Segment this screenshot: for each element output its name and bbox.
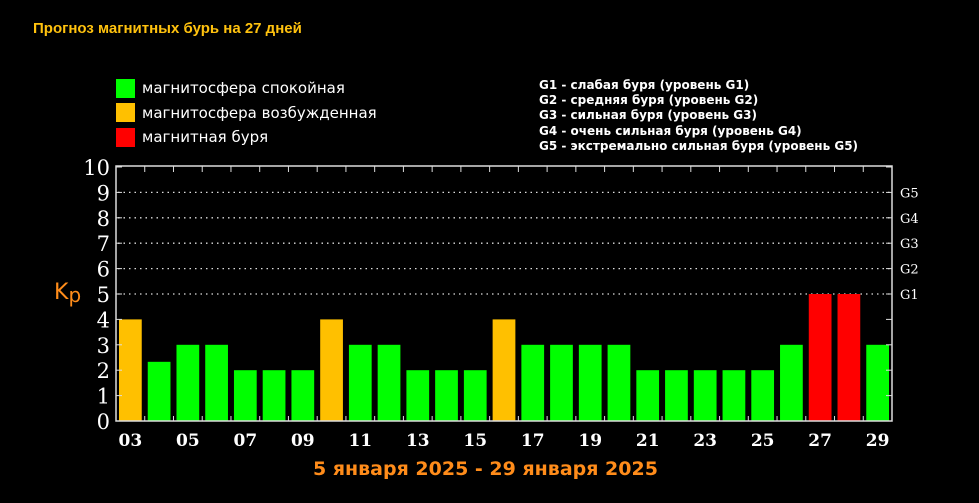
kp-bar <box>550 344 573 421</box>
y-tick-label: 9 <box>97 181 110 205</box>
x-tick-label: 21 <box>636 431 660 451</box>
kp-bar <box>578 344 602 421</box>
kp-bar <box>147 361 171 421</box>
kp-bar <box>492 319 516 421</box>
g-legend-item: G2 - средняя буря (уровень G2) <box>539 93 759 108</box>
g-level-label: G4 <box>900 212 919 227</box>
legend-label: магнитная буря <box>142 128 269 147</box>
legend-label: магнитосфера спокойная <box>142 79 345 98</box>
x-tick-label: 05 <box>176 431 200 451</box>
y-tick-label: 2 <box>97 359 110 383</box>
x-tick-label: 03 <box>119 431 143 451</box>
kp-bar <box>780 344 803 421</box>
y-tick-label: 7 <box>97 232 110 256</box>
g-legend-item: G3 - сильная буря (уровень G3) <box>539 108 757 123</box>
y-tick-label: 6 <box>97 258 110 282</box>
kp-bar <box>176 344 200 421</box>
kp-bar <box>291 370 315 421</box>
y-tick-label: 1 <box>97 385 110 409</box>
g-level-label: G5 <box>900 186 919 201</box>
kp-bar <box>348 344 372 421</box>
kp-bar <box>463 370 487 421</box>
x-tick-label: 27 <box>808 431 832 451</box>
x-tick-label: 15 <box>463 431 487 451</box>
g-legend-item: G1 - слабая буря (уровень G1) <box>539 78 750 92</box>
page-title: Прогноз магнитных бурь на 27 дней <box>33 20 302 37</box>
kp-bar <box>636 370 660 421</box>
color-legend: магнитосфера спокойная магнитосфера возб… <box>116 76 377 150</box>
kp-bar <box>751 370 775 421</box>
x-tick-label: 29 <box>866 431 890 451</box>
x-tick-label: 25 <box>751 431 775 451</box>
green-swatch <box>116 78 135 98</box>
g-legend-item: G4 - очень сильная буря (уровень G4) <box>539 123 802 138</box>
kp-bar <box>693 370 717 421</box>
g-scale-legend: G1 - слабая буря (уровень G1) G2 - средн… <box>539 78 858 154</box>
date-range: 5 января 2025 - 29 января 2025 <box>313 458 658 480</box>
kp-bar <box>262 370 286 421</box>
y-tick-label: 10 <box>83 156 110 180</box>
kp-bar <box>521 344 545 421</box>
x-tick-label: 19 <box>578 431 602 451</box>
y-tick-label: 5 <box>97 283 110 307</box>
legend-item-quiet: магнитосфера спокойная <box>116 76 377 101</box>
g-level-label: G1 <box>900 288 919 303</box>
x-tick-label: 23 <box>693 431 717 451</box>
kp-bar <box>808 294 832 421</box>
x-tick-label: 11 <box>348 431 372 451</box>
y-tick-label: 8 <box>97 207 110 231</box>
kp-bar <box>406 370 430 421</box>
red-swatch <box>116 127 135 147</box>
kp-bar <box>205 344 228 421</box>
y-tick-label: 3 <box>97 334 110 358</box>
g-level-label: G3 <box>900 237 919 252</box>
kp-bar <box>722 370 746 421</box>
kp-bar <box>435 370 458 421</box>
y-axis-label: Kp <box>54 280 82 307</box>
y-tick-label: 4 <box>97 308 110 332</box>
y-tick-label: 0 <box>97 410 110 434</box>
kp-bar <box>377 344 401 421</box>
kp-bar <box>233 370 257 421</box>
x-tick-label: 09 <box>291 431 315 451</box>
legend-item-excited: магнитосфера возбужденная <box>116 101 377 126</box>
kp-bar <box>119 319 142 421</box>
x-tick-label: 17 <box>521 431 545 451</box>
g-level-label: G2 <box>900 263 919 278</box>
kp-bar <box>665 370 688 421</box>
kp-bar <box>837 294 861 421</box>
x-tick-label: 13 <box>406 431 430 451</box>
legend-label: магнитосфера возбужденная <box>142 103 377 122</box>
kp-bar <box>607 344 631 421</box>
x-tick-label: 07 <box>233 431 257 451</box>
orange-swatch <box>116 103 135 123</box>
g-legend-item: G5 - экстремально сильная буря (уровень … <box>539 138 859 153</box>
kp-bar <box>320 319 343 421</box>
legend-item-storm: магнитная буря <box>116 125 377 150</box>
kp-bar <box>866 344 889 421</box>
